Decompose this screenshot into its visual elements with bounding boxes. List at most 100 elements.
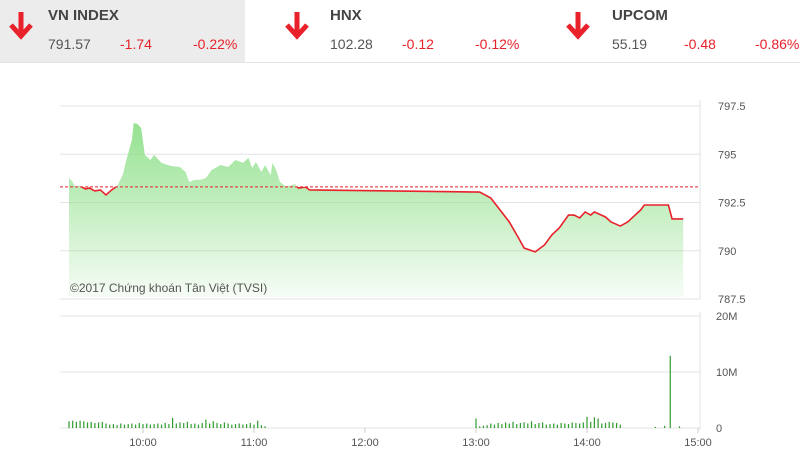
volume-bar bbox=[86, 422, 89, 428]
volume-bar bbox=[138, 422, 140, 428]
volume-bar bbox=[68, 421, 70, 428]
volume-bar bbox=[157, 423, 159, 428]
index-change: -0.12 bbox=[402, 36, 434, 52]
volume-bar bbox=[142, 424, 144, 428]
arrow-down-icon bbox=[285, 12, 309, 40]
index-change: -0.48 bbox=[684, 36, 716, 52]
volume-bar bbox=[593, 417, 595, 428]
volume-bar bbox=[664, 425, 666, 428]
volume-bar bbox=[612, 422, 614, 428]
volume-bar bbox=[197, 424, 200, 428]
index-percent: -0.86% bbox=[755, 36, 800, 52]
index-percent: -0.22% bbox=[193, 36, 238, 52]
volume-tick-label: 0 bbox=[716, 423, 722, 435]
volume-tick-label: 20M bbox=[716, 311, 737, 323]
volume-bar bbox=[175, 423, 177, 428]
volume-bar bbox=[209, 423, 211, 428]
volume-bar bbox=[545, 424, 547, 428]
volume-bar bbox=[90, 421, 92, 428]
volume-bar bbox=[168, 424, 170, 428]
volume-bar bbox=[164, 422, 166, 428]
volume-bar bbox=[512, 421, 514, 428]
y-tick-label: 787.5 bbox=[718, 294, 746, 306]
volume-bar bbox=[564, 423, 566, 428]
index-change: -1.74 bbox=[120, 36, 152, 52]
volume-bar bbox=[538, 422, 540, 428]
volume-bar bbox=[75, 421, 77, 428]
volume-bar bbox=[190, 424, 192, 428]
volume-bar bbox=[590, 421, 592, 428]
volume-bar bbox=[116, 425, 118, 428]
watermark: ©2017 Chứng khoán Tân Việt (TVSI) bbox=[70, 281, 267, 295]
volume-bar bbox=[527, 423, 529, 428]
x-tick-label: 10:00 bbox=[129, 437, 157, 449]
volume-bar bbox=[553, 423, 555, 428]
volume-bar bbox=[260, 425, 262, 428]
volume-bar bbox=[586, 416, 588, 428]
volume-bar bbox=[523, 422, 525, 428]
index-name: VN INDEX bbox=[48, 7, 119, 24]
index-tab-vnindex[interactable]: VN INDEX 791.57 -1.74 -0.22% bbox=[0, 0, 245, 62]
x-tick-label: 15:00 bbox=[684, 437, 712, 449]
volume-bar bbox=[604, 422, 607, 428]
volume-bar bbox=[508, 423, 510, 428]
arrow-down-icon bbox=[566, 12, 590, 40]
volume-bar bbox=[556, 424, 558, 428]
volume-bar bbox=[105, 423, 107, 428]
index-name: UPCOM bbox=[612, 7, 668, 24]
volume-bar bbox=[597, 418, 599, 428]
index-name: HNX bbox=[330, 7, 362, 24]
x-tick-label: 13:00 bbox=[462, 437, 490, 449]
volume-bar bbox=[146, 423, 148, 428]
volume-bar bbox=[205, 419, 207, 428]
price-line bbox=[74, 186, 684, 253]
volume-bar bbox=[516, 424, 518, 428]
volume-bar bbox=[94, 422, 96, 428]
volume-bar bbox=[127, 424, 129, 428]
volume-bar bbox=[79, 420, 81, 428]
arrow-down-icon bbox=[9, 12, 33, 40]
volume-bar bbox=[109, 424, 111, 428]
volume-bar bbox=[616, 422, 618, 428]
index-header: VN INDEX 791.57 -1.74 -0.22% HNX 102.28 … bbox=[0, 0, 800, 63]
volume-bar bbox=[505, 422, 507, 428]
volume-bar bbox=[479, 426, 481, 428]
volume-bar bbox=[234, 424, 237, 428]
volume-bar bbox=[72, 420, 74, 428]
index-value: 791.57 bbox=[48, 36, 91, 52]
index-percent: -0.12% bbox=[475, 36, 520, 52]
x-tick-label: 12:00 bbox=[351, 437, 379, 449]
volume-bar bbox=[186, 421, 188, 428]
volume-bar bbox=[201, 422, 203, 428]
index-tab-hnx[interactable]: HNX 102.28 -0.12 -0.12% bbox=[280, 0, 525, 62]
volume-bar bbox=[179, 422, 181, 428]
volume-bar bbox=[238, 423, 240, 428]
volume-bar bbox=[160, 424, 163, 428]
volume-bar bbox=[101, 421, 103, 428]
volume-bar bbox=[246, 424, 248, 428]
volume-bar bbox=[149, 424, 151, 428]
volume-bar bbox=[227, 423, 229, 428]
volume-bar bbox=[475, 418, 477, 428]
volume-bar bbox=[579, 423, 581, 428]
volume-bar bbox=[183, 422, 185, 428]
volume-bar bbox=[257, 420, 259, 428]
volume-bar bbox=[264, 426, 266, 428]
volume-bar bbox=[669, 355, 671, 428]
volume-bar bbox=[231, 424, 233, 428]
y-tick-label: 792.5 bbox=[718, 198, 746, 210]
x-tick-label: 14:00 bbox=[573, 437, 601, 449]
index-tab-upcom[interactable]: UPCOM 55.19 -0.48 -0.86% bbox=[560, 0, 800, 62]
volume-tick-label: 10M bbox=[716, 367, 737, 379]
volume-bar bbox=[582, 422, 584, 428]
volume-bar bbox=[172, 417, 174, 428]
volume-bar bbox=[216, 422, 218, 428]
volume-bar bbox=[530, 421, 533, 428]
volume-bar bbox=[619, 424, 621, 428]
price-area bbox=[69, 122, 684, 297]
y-tick-label: 790 bbox=[718, 246, 736, 258]
volume-bar bbox=[482, 425, 484, 428]
volume-bar bbox=[534, 424, 536, 428]
volume-bar bbox=[601, 423, 603, 428]
